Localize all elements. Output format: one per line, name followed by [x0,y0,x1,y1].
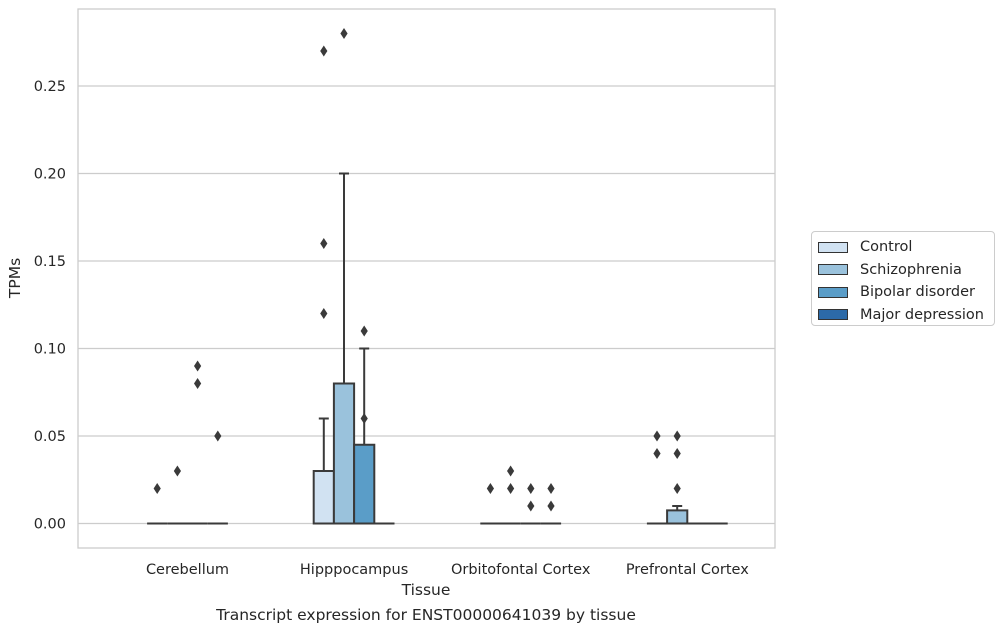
outlier-point [527,483,535,494]
box-body [312,470,335,525]
legend-label: Control [860,239,913,256]
outlier-point [214,430,222,442]
y-tick-label: 0.00 [34,517,66,533]
y-tick-label: 0.05 [34,429,66,445]
outlier-point [320,45,328,57]
legend-swatch [818,309,848,321]
legend: Control Schizophrenia Bipolar disorder Majo… [811,231,995,326]
x-axis-ticks: Cerebellum Hipppocampus Orbitofontal Corte… [146,562,749,578]
box-body [666,509,689,525]
outlier-point [507,483,515,494]
outlier-point [173,465,181,477]
plot-frame [77,8,776,549]
box-control [312,45,335,525]
y-tick-label: 0.15 [34,254,66,270]
outlier-point [486,483,494,494]
x-tick-label: Hipppocampus [300,562,408,578]
box-major-depression [540,483,562,525]
box-bipolar-disorder [520,483,541,525]
legend-label: Bipolar disorder [860,284,975,301]
x-tick-label: Cerebellum [146,562,229,578]
y-tick-label: 0.20 [34,167,66,183]
box-control [147,483,168,525]
outlier-point [527,500,535,512]
legend-item: Schizophrenia [818,259,994,282]
y-tick-label: 0.25 [34,79,66,95]
y-axis-ticks: 0.00 0.05 0.10 0.15 0.20 0.25 [34,79,66,533]
outlier-point [653,448,661,459]
legend-swatch [818,241,848,253]
box-schizophrenia [332,28,356,525]
box-schizophrenia [167,465,188,525]
outlier-point [547,500,555,512]
outlier-point [507,465,515,477]
legend-item: Major depression [818,304,994,327]
box-body [332,382,356,525]
outlier-point [673,483,681,494]
x-tick-label: Prefrontal Cortex [626,562,749,578]
box-schizophrenia [500,465,521,525]
legend-item: Bipolar disorder [818,281,994,304]
legend-label: Schizophrenia [860,261,962,278]
legend-swatch [818,264,848,276]
legend-item: Control [818,236,994,259]
box-bipolar-disorder [353,325,376,525]
outlier-point [673,448,681,459]
outlier-point [653,430,661,442]
outlier-point [194,360,202,372]
outlier-point [340,28,348,39]
x-tick-label: Orbitofontal Cortex [451,562,591,578]
outlier-point [320,238,328,249]
box-schizophrenia [666,430,689,525]
box-body [353,443,376,525]
box-control [646,430,668,525]
outlier-point [153,483,161,494]
legend-label: Major depression [860,306,984,323]
y-tick-label: 0.10 [34,342,66,358]
y-axis-label: TPMs [6,258,24,299]
outlier-point [360,413,368,424]
box-major-depression [207,430,228,525]
x-axis-label: Tissue [401,581,451,599]
box-bipolar-disorder [187,360,208,525]
outlier-point [360,325,368,337]
chart-caption: Transcript expression for ENST0000064103… [216,606,636,624]
plot-marks [147,28,728,525]
outlier-point [673,430,681,442]
gridlines [78,85,775,525]
outlier-point [320,308,328,319]
outlier-point [547,483,555,494]
outlier-point [194,378,202,389]
box-control [480,483,501,525]
legend-swatch [818,286,848,298]
